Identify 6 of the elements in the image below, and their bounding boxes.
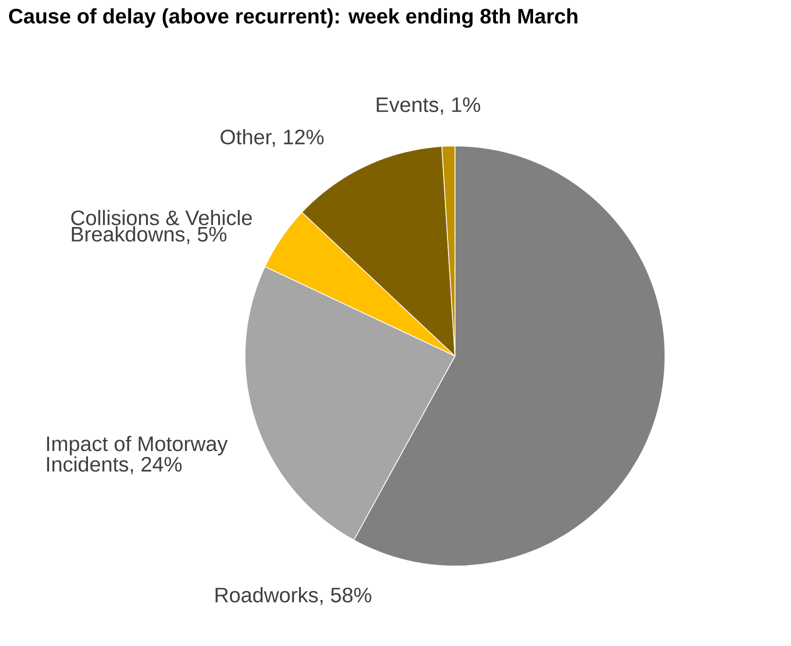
slice-label: Roadworks, 58% — [216, 587, 372, 605]
slice-label: Events, 1% — [376, 97, 480, 115]
slice-label: Collisions & Vehicle Breakdowns, 5% — [71, 210, 252, 244]
chart-title: Cause of delay (above recurrent): week ending 8th March — [9, 8, 578, 28]
slice-label: Impact of Motorway Incidents, 24% — [47, 436, 228, 474]
slice-label: Other, 12% — [220, 129, 324, 147]
